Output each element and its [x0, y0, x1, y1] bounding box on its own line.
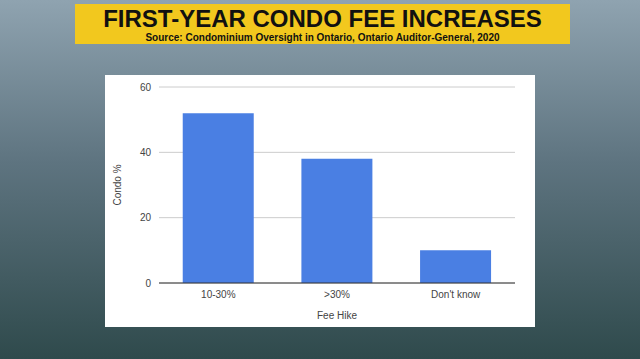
svg-text:60: 60 — [140, 82, 152, 93]
svg-text:20: 20 — [140, 212, 152, 223]
svg-text:Don't know: Don't know — [431, 289, 481, 300]
html-text:FIRST-YEAR CONDO FEE INCREASES: FIRST-YEAR CONDO FEE INCREASES — [103, 5, 542, 32]
html-text:Source: Condominium Oversight: Source: Condominium Oversight in Ontario… — [145, 32, 500, 43]
svg-text:Fee Hike: Fee Hike — [317, 310, 357, 321]
svg-text:40: 40 — [140, 147, 152, 158]
svg-text:Condo %: Condo % — [112, 164, 123, 205]
svg-text:0: 0 — [145, 278, 151, 289]
svg-text:10-30%: 10-30% — [201, 289, 236, 300]
svg-text:>30%: >30% — [324, 289, 350, 300]
